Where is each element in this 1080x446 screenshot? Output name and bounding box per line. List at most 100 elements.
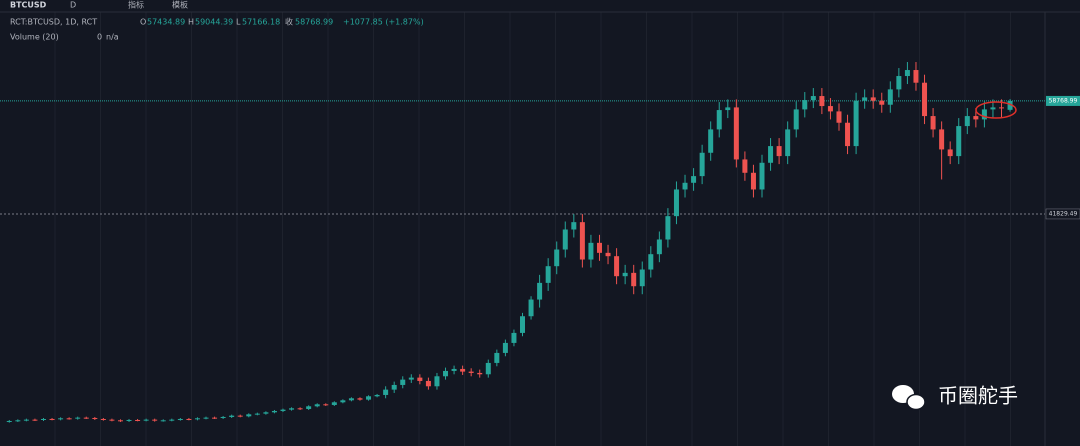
candle-body — [827, 106, 833, 112]
volume-title: Volume (20) — [10, 33, 59, 42]
volume-status: n/a — [106, 33, 119, 42]
candle-body — [571, 222, 577, 230]
candle-body — [990, 107, 996, 110]
candle-body — [691, 176, 697, 183]
current-price-label: 58768.99 — [1049, 97, 1078, 104]
candle-body — [922, 82, 928, 117]
candle-body — [716, 110, 722, 130]
candle-body — [554, 249, 560, 267]
candle-body — [331, 402, 337, 405]
interval[interactable]: D — [70, 1, 76, 10]
candle-body — [896, 76, 902, 90]
candle-body — [528, 299, 534, 317]
candle-body — [964, 116, 970, 127]
candle-body — [631, 272, 637, 287]
candle-body — [836, 111, 842, 123]
candle-body — [785, 129, 791, 157]
candle-body — [793, 109, 799, 130]
candle-body — [494, 352, 500, 363]
candle-body — [947, 149, 953, 157]
watermark: 币圈舵手 — [892, 384, 1018, 411]
candle-body — [49, 418, 55, 420]
legend-value: 57434.89 — [147, 18, 185, 27]
volume-value: 0 — [97, 33, 102, 42]
candle-body — [40, 418, 46, 420]
candle-body — [545, 266, 551, 283]
candle-body — [443, 370, 449, 377]
candle-body — [810, 96, 816, 101]
symbol[interactable]: BTCUSD — [10, 1, 47, 10]
candle-body — [391, 384, 397, 390]
price-label: 41829.49 — [1049, 210, 1078, 217]
candle-body — [212, 417, 218, 419]
candle-body — [665, 216, 671, 240]
price-label-box — [1045, 208, 1080, 220]
candle-body — [220, 416, 226, 418]
candle-body — [802, 100, 808, 110]
candle-body — [460, 368, 466, 372]
candle-body — [263, 412, 269, 414]
candle-body — [973, 116, 979, 120]
candle-body — [451, 368, 457, 371]
candle-body — [511, 332, 517, 343]
candle-body — [913, 70, 919, 83]
candle-body — [297, 408, 303, 410]
candle-body — [562, 229, 568, 250]
candle-body — [1007, 100, 1013, 110]
candle-body — [537, 282, 543, 300]
candle-body — [246, 414, 252, 417]
candle-body — [776, 146, 782, 157]
legend-label: H — [188, 18, 194, 27]
candle-body — [887, 89, 893, 105]
candle-body — [160, 420, 166, 422]
candle-body — [656, 239, 662, 255]
candle-body — [143, 419, 149, 421]
candle-body — [383, 389, 389, 395]
legend-value: 57166.18 — [242, 18, 280, 27]
candle-body — [477, 372, 483, 375]
candle-body — [725, 107, 731, 111]
legend-label: 收 — [285, 17, 293, 27]
indicators[interactable]: 指标 — [128, 0, 144, 10]
candle-body — [126, 419, 132, 421]
candle-body — [939, 129, 945, 150]
candle-body — [177, 418, 183, 420]
candle-body — [956, 126, 962, 157]
candle-body — [853, 100, 859, 147]
candle-body — [648, 254, 654, 270]
candle-body — [374, 394, 380, 397]
candle-body — [280, 409, 286, 411]
grid — [54, 12, 1011, 446]
candle-body — [58, 418, 64, 420]
candle-body — [870, 97, 876, 101]
wechat-icon — [906, 393, 926, 411]
candle-body — [357, 398, 363, 400]
candle-body — [66, 418, 72, 420]
candle-body — [862, 97, 868, 101]
candle-body — [425, 380, 431, 387]
candle-body — [32, 419, 38, 421]
candle-body — [673, 189, 679, 217]
candle-body — [23, 419, 29, 421]
toolbar — [0, 0, 1080, 12]
candle-body — [845, 122, 851, 147]
current-price-box — [1046, 95, 1080, 106]
candle-body — [682, 182, 688, 190]
candle-body — [340, 400, 346, 403]
candle-body — [117, 420, 123, 422]
candle-body — [408, 377, 414, 380]
candle-body — [981, 109, 987, 120]
candle-body — [502, 342, 508, 353]
plot: 41829.49 58768.99 — [0, 62, 1080, 423]
candle-body — [708, 129, 714, 153]
candle-body — [742, 159, 748, 173]
candle-body — [323, 404, 329, 406]
templates[interactable]: 模板 — [172, 0, 188, 10]
candle-body — [203, 417, 209, 419]
candle-body — [520, 316, 525, 333]
watermark-text: 币圈舵手 — [938, 384, 1018, 408]
candle-body — [135, 419, 141, 421]
